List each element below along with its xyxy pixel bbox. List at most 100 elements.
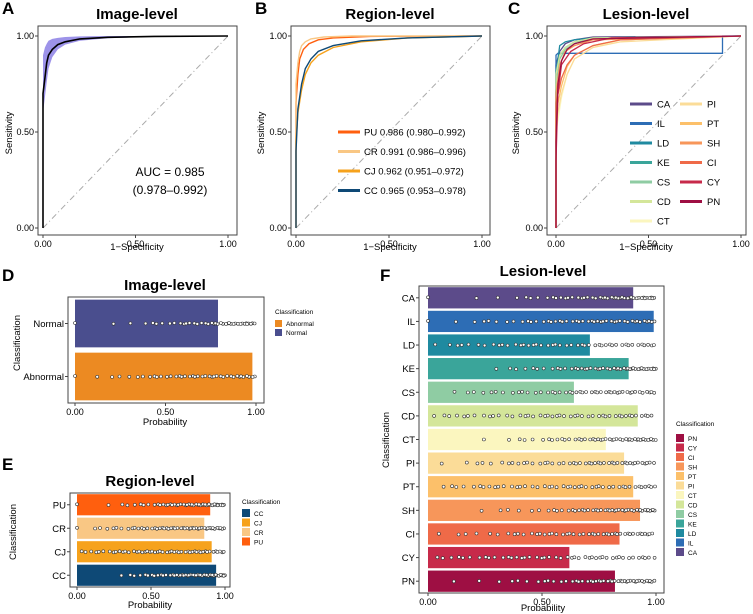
- sample-dot: [598, 579, 603, 584]
- panel-c-title: Lesion-level: [603, 6, 690, 23]
- legend-swatch-cy: [676, 443, 684, 452]
- panel-b-ylabel: Sensitivity: [256, 111, 267, 154]
- legend-swatch-pn: [676, 434, 684, 442]
- sample-dot: [568, 414, 573, 419]
- sample-dot: [188, 550, 192, 555]
- sample-dot: [594, 579, 598, 584]
- sample-dots-cy: [435, 555, 657, 560]
- sample-dots-cr: [75, 525, 226, 531]
- sample-dot: [117, 374, 122, 379]
- sample-dot: [176, 550, 181, 555]
- sample-dot: [156, 573, 160, 578]
- y-tick-label: 1.00: [269, 31, 287, 41]
- sample-dot: [634, 413, 638, 418]
- sample-dot: [193, 374, 197, 379]
- sample-dot: [562, 437, 567, 442]
- sample-dot: [649, 485, 654, 489]
- legend-label-cr: CR 0.991 (0.986–0.996): [364, 147, 466, 158]
- sample-dot: [125, 503, 130, 508]
- sample-dot: [586, 343, 591, 347]
- sample-dot: [136, 526, 141, 531]
- sample-dot: [472, 413, 477, 418]
- x-tick-label: 0.50: [127, 239, 145, 249]
- sample-dot: [621, 555, 625, 560]
- sample-dot: [93, 526, 97, 531]
- sample-dot: [506, 507, 510, 512]
- legend-label-ke: KE: [688, 522, 697, 529]
- legend-label-cd: CD: [657, 197, 671, 208]
- sample-dot: [555, 508, 559, 513]
- sample-dot: [509, 555, 514, 560]
- sample-dot: [599, 508, 603, 512]
- sample-dot: [647, 460, 652, 465]
- y-tick-label-ci: CI: [406, 529, 416, 540]
- sample-dot: [652, 343, 656, 347]
- sample-dot: [583, 437, 587, 442]
- sample-dots-sh: [479, 507, 657, 513]
- plot-frame: [290, 25, 491, 236]
- legend-label-ke: KE: [657, 158, 670, 169]
- sample-dot: [635, 507, 639, 512]
- y-tick-label-cd: CD: [401, 411, 415, 422]
- sample-dot: [479, 508, 484, 513]
- sample-dot: [120, 502, 125, 507]
- sample-dot: [622, 319, 627, 324]
- panel-c-xlabel: 1−Specificity: [619, 242, 673, 253]
- sample-dot: [515, 295, 519, 300]
- sample-dot: [185, 502, 189, 507]
- chance-line: [295, 35, 483, 229]
- sample-dot: [482, 343, 487, 348]
- sample-dot: [642, 296, 647, 301]
- roc-plot-lesion-level: 0.00 0.00 0.50 0.50 1.00 1.00 CA PI IL PT LD SH KE CI…: [525, 25, 750, 249]
- sample-dot: [586, 319, 591, 324]
- sample-dot: [132, 549, 136, 554]
- sample-dot: [442, 413, 447, 418]
- sample-dot: [646, 342, 650, 347]
- sample-dot: [627, 437, 632, 442]
- sample-dot: [530, 461, 535, 466]
- sample-dot: [572, 485, 577, 490]
- y-tick-label-cs: CS: [402, 388, 415, 399]
- roc-curve-cc: [295, 35, 483, 228]
- sample-dot: [570, 319, 575, 324]
- sample-dot: [498, 508, 503, 513]
- legend-label-cc: CC: [254, 511, 264, 518]
- sample-dot: [455, 413, 459, 418]
- sample-dot: [211, 549, 216, 554]
- sample-dot: [614, 319, 619, 324]
- sample-dot: [612, 461, 617, 466]
- chance-line: [42, 35, 229, 229]
- sample-dot: [610, 579, 614, 584]
- sample-dot: [196, 374, 200, 379]
- sample-dot: [625, 366, 630, 371]
- sample-dot: [441, 484, 446, 489]
- sample-dot: [516, 531, 520, 536]
- sample-dot: [563, 366, 567, 371]
- sample-dot: [609, 295, 614, 300]
- sample-dot: [630, 342, 635, 347]
- sample-dot: [150, 526, 154, 531]
- sample-dot: [559, 508, 564, 513]
- sample-dot: [106, 503, 111, 507]
- sample-dot: [497, 343, 502, 348]
- sample-dot: [221, 573, 226, 578]
- sample-dot: [157, 549, 162, 554]
- y-tick-label-ct: CT: [402, 435, 415, 446]
- sample-dot: [650, 507, 655, 512]
- sample-dot: [98, 526, 102, 530]
- sample-dot: [571, 532, 576, 537]
- sample-dot: [511, 319, 516, 324]
- roc-plot-image-level: 0.000.00 0.50 0.50 1.00 1.00: [16, 25, 238, 249]
- sample-dot: [524, 295, 529, 300]
- x-tick-label: 0.00: [34, 239, 52, 249]
- sample-dot: [649, 437, 653, 441]
- x-tick-label: 0.50: [142, 591, 160, 601]
- sample-dot: [203, 502, 207, 507]
- sample-dot: [633, 485, 638, 489]
- sample-dot: [638, 508, 643, 512]
- y-tick-label-pt: PT: [403, 482, 415, 493]
- sample-dot: [205, 526, 210, 531]
- sample-dot: [459, 343, 464, 347]
- sample-dot: [542, 555, 547, 560]
- sample-dot: [600, 555, 605, 559]
